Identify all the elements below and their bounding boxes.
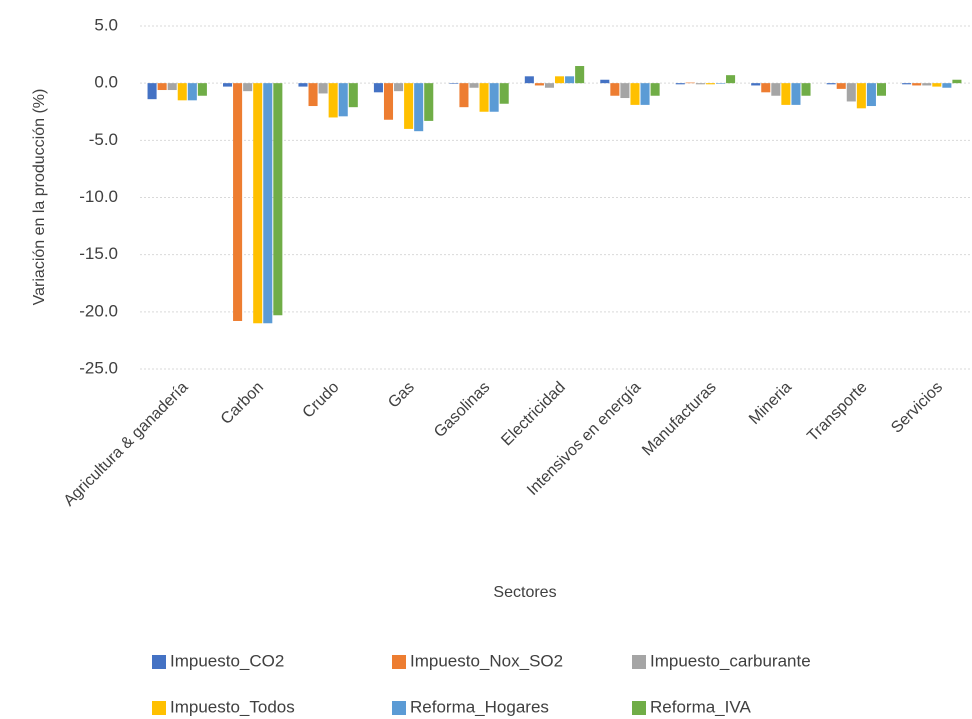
legend-swatch — [392, 701, 406, 715]
y-tick-label: -10.0 — [79, 187, 118, 206]
x-tick-label: Agricultura & ganadería — [61, 379, 192, 510]
bar — [167, 83, 177, 91]
bar — [233, 83, 243, 321]
bar — [876, 83, 886, 96]
bar — [394, 83, 404, 92]
bar — [726, 75, 736, 84]
bar — [781, 83, 791, 105]
y-tick-label: -25.0 — [79, 358, 118, 377]
bar — [791, 83, 801, 105]
bar — [846, 83, 856, 102]
y-tick-label: 5.0 — [94, 15, 118, 34]
x-tick-label: Crudo — [300, 379, 343, 422]
bar — [328, 83, 338, 118]
bar — [826, 83, 836, 85]
bar — [866, 83, 876, 107]
x-tick-label: Gas — [385, 379, 418, 412]
x-tick-label: Transporte — [804, 379, 870, 445]
bar — [479, 83, 489, 112]
y-axis-title: Variación en la producción (%) — [31, 89, 48, 306]
bar — [404, 83, 414, 129]
bar — [650, 83, 660, 96]
bar — [157, 83, 167, 91]
legend-label: Reforma_Hogares — [410, 697, 549, 716]
y-tick-label: 0.0 — [94, 73, 118, 92]
bar — [771, 83, 781, 96]
legend-swatch — [632, 655, 646, 669]
bar — [469, 83, 479, 88]
bar — [318, 83, 328, 94]
bar — [705, 83, 715, 85]
legend-label: Reforma_IVA — [650, 697, 751, 716]
x-tick-label: Servicios — [888, 379, 946, 437]
bar — [534, 83, 544, 86]
bar — [620, 83, 630, 99]
bar — [414, 83, 424, 132]
x-tick-label: Electricidad — [498, 379, 569, 450]
x-tick-label: Manufacturas — [639, 379, 720, 460]
bar — [263, 83, 273, 324]
y-tick-label: -15.0 — [79, 244, 118, 263]
legend-label: Impuesto_CO2 — [170, 651, 284, 670]
legend-label: Impuesto_Todos — [170, 697, 295, 716]
bar — [197, 83, 207, 96]
bar — [922, 83, 932, 86]
bar — [308, 83, 318, 107]
legend-label: Impuesto_Nox_SO2 — [410, 651, 563, 670]
bar — [383, 83, 394, 120]
y-tick-label: -5.0 — [89, 130, 118, 149]
bar — [952, 79, 962, 84]
y-tick-label: -20.0 — [79, 301, 118, 320]
x-tick-label: Carbon — [218, 379, 267, 428]
bar — [836, 83, 846, 89]
bar — [902, 83, 912, 85]
bar — [147, 83, 157, 100]
x-axis-title: Sectores — [493, 584, 556, 601]
bar — [630, 83, 640, 105]
bar — [298, 83, 308, 87]
bar — [489, 83, 499, 112]
bar — [600, 79, 610, 84]
legend-swatch — [152, 655, 166, 669]
bar — [751, 83, 761, 86]
bar — [253, 83, 263, 324]
bar — [715, 83, 726, 84]
bar — [675, 83, 685, 85]
bar — [801, 83, 811, 96]
bar — [243, 83, 253, 92]
legend-swatch — [632, 701, 646, 715]
bar — [424, 83, 434, 121]
bar — [223, 83, 233, 87]
bar — [187, 83, 197, 101]
legend-swatch — [392, 655, 406, 669]
bar — [273, 83, 283, 316]
legend-label: Impuesto_carburante — [650, 651, 811, 670]
bar — [524, 76, 534, 84]
bar — [348, 83, 358, 108]
legend-swatch — [152, 701, 166, 715]
bar — [761, 83, 771, 93]
bar — [544, 83, 554, 88]
bar — [942, 83, 952, 88]
x-tick-label: Mineria — [746, 379, 795, 428]
bar — [499, 83, 509, 104]
x-tick-label: Gasolinas — [431, 379, 493, 441]
bar — [685, 82, 695, 84]
bar — [555, 76, 565, 84]
bar — [932, 83, 942, 87]
bar — [449, 83, 459, 84]
bar — [695, 83, 705, 85]
bar — [856, 83, 866, 109]
bar — [177, 83, 187, 101]
bar — [575, 66, 585, 84]
bar — [459, 83, 469, 108]
bar — [640, 83, 650, 105]
bar — [565, 76, 575, 84]
bar — [373, 83, 383, 93]
bar — [912, 83, 922, 86]
bar — [338, 83, 348, 117]
bar — [610, 83, 620, 96]
